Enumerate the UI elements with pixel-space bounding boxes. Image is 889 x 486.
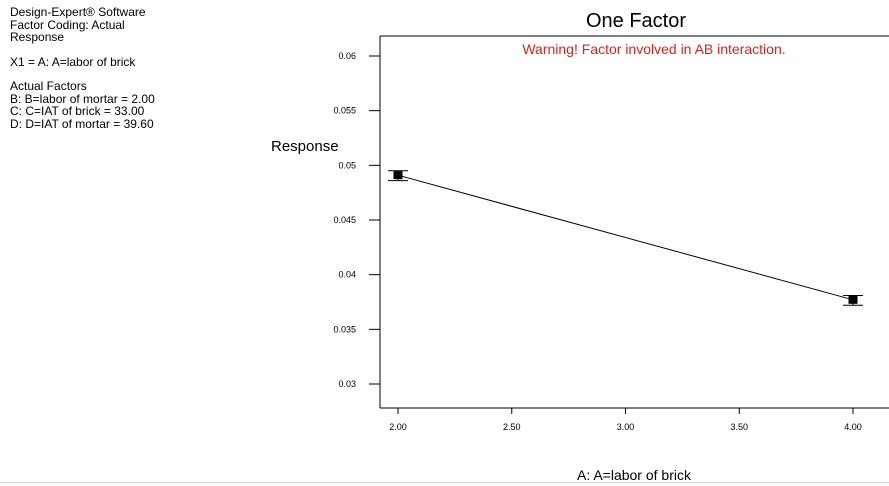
interaction-warning: Warning! Factor involved in AB interacti… [522,41,786,57]
factor-b-label: B: B=labor of mortar = 2.00 [10,91,155,106]
y-tick-label: 0.035 [333,324,356,334]
y-tick-label: 0.06 [338,51,356,61]
x-tick-label: 2.50 [503,422,521,432]
x-tick-label: 3.00 [617,422,635,432]
y-tick-label: 0.04 [338,270,356,280]
x-tick-label: 2.00 [389,422,407,432]
factor-c-label: C: C=IAT of brick = 33.00 [10,104,145,118]
info-panel: Design-Expert® Software Factor Coding: A… [10,6,155,130]
x-tick-label: 3.50 [730,422,748,432]
effect-line [397,174,854,301]
software-label: Design-Expert® Software [10,5,146,19]
bottom-divider [0,482,889,483]
y-tick-label: 0.045 [333,215,356,225]
response-label: Response [10,30,65,44]
x-axis-label: A: A=labor of brick [576,467,691,483]
x-tick-label: 4.00 [844,422,862,432]
factor-d-label: D: D=IAT of mortar = 39.60 [10,116,154,131]
factor-coding-label: Factor Coding: Actual [10,17,125,32]
y-tick-label: 0.055 [333,106,356,116]
data-point [848,295,858,304]
actual-factors-header: Actual Factors [10,79,87,93]
y-tick-label: 0.03 [338,379,356,389]
chart-title: One Factor [585,10,687,32]
x1-label: X1 = A: A=labor of brick [10,54,136,69]
y-tick-label: 0.05 [338,160,356,170]
data-point [393,171,403,180]
y-axis-label: Response [271,138,339,155]
